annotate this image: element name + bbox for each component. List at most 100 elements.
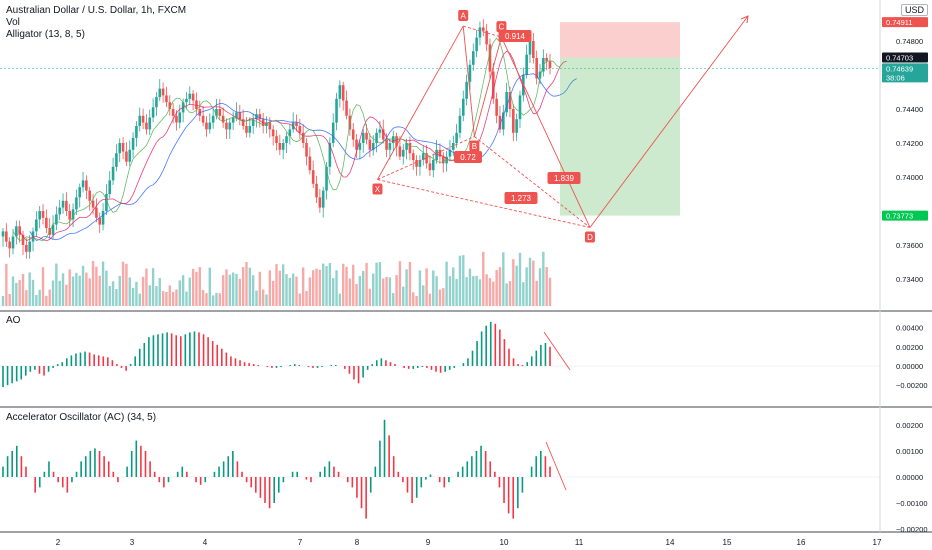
time-axis-tick: 14 bbox=[666, 538, 675, 547]
candle-body bbox=[548, 61, 552, 69]
volume-bar bbox=[315, 268, 318, 306]
alligator-lips bbox=[12, 37, 561, 242]
candle-body bbox=[178, 112, 182, 123]
volume-bar bbox=[78, 275, 81, 306]
pattern-diagonal-ac bbox=[463, 25, 502, 38]
volume-bar bbox=[295, 276, 298, 306]
ratio-label-box bbox=[454, 151, 482, 163]
volume-bar bbox=[448, 276, 452, 306]
candle-body bbox=[418, 160, 422, 167]
candle-body bbox=[11, 236, 15, 249]
candle-body bbox=[331, 122, 335, 143]
candle-body bbox=[125, 151, 128, 162]
time-axis-tick: 11 bbox=[575, 538, 584, 547]
volume-bar bbox=[31, 279, 35, 306]
candle-body bbox=[175, 115, 178, 123]
volume-bar bbox=[251, 275, 255, 306]
volume-bar bbox=[281, 264, 285, 306]
volume-bar bbox=[265, 294, 268, 306]
volume-bar bbox=[248, 267, 252, 306]
volume-bar bbox=[108, 286, 111, 306]
pattern-diagonal-xd bbox=[377, 179, 591, 228]
volume-bar bbox=[528, 257, 532, 306]
candle-body bbox=[58, 207, 62, 215]
pattern-diagonal-xb bbox=[377, 136, 475, 180]
volume-bar bbox=[308, 277, 312, 306]
volume-bar bbox=[438, 289, 442, 306]
volume-bar bbox=[35, 295, 38, 306]
candle-body bbox=[61, 200, 65, 208]
candle-body bbox=[401, 149, 405, 157]
candle-body bbox=[195, 100, 198, 109]
volume-bar bbox=[105, 270, 108, 306]
candle-body bbox=[355, 139, 358, 150]
volume-bar bbox=[335, 270, 338, 306]
volume-bar bbox=[38, 289, 41, 306]
candle-body bbox=[361, 132, 365, 143]
volume-bar bbox=[462, 255, 465, 306]
candle-body bbox=[135, 126, 138, 138]
volume-bar bbox=[208, 267, 211, 306]
volume-bar bbox=[445, 261, 448, 306]
candle-body bbox=[278, 143, 282, 150]
volume-bar bbox=[522, 282, 525, 306]
candle-body bbox=[211, 115, 215, 123]
time-axis-tick: 3 bbox=[130, 538, 135, 547]
volume-bar bbox=[468, 268, 472, 306]
candle-body bbox=[255, 114, 258, 120]
volume-bar bbox=[478, 279, 482, 306]
ac-axis-tick: 0.00200 bbox=[896, 421, 923, 430]
price-badge-label: 0.74703 bbox=[886, 53, 913, 62]
candle-body bbox=[478, 27, 482, 38]
candle-body bbox=[251, 119, 255, 126]
candle-body bbox=[512, 109, 515, 133]
volume-bar bbox=[532, 260, 535, 306]
volume-bar bbox=[8, 293, 11, 306]
price-badge-label: 0.74911 bbox=[886, 18, 913, 27]
volume-bar bbox=[241, 267, 245, 306]
candle-body bbox=[185, 98, 188, 103]
volume-bar bbox=[362, 270, 365, 306]
volume-bar bbox=[492, 281, 495, 306]
candle-body bbox=[35, 219, 38, 232]
currency-badge[interactable]: USD bbox=[900, 4, 928, 16]
volume-bar bbox=[235, 273, 238, 306]
ao-axis-tick: 0.00000 bbox=[896, 362, 923, 371]
volume-bar bbox=[205, 293, 208, 306]
volume-bar bbox=[255, 290, 258, 306]
pattern-point-label: X bbox=[375, 185, 381, 194]
volume-bar bbox=[408, 261, 412, 306]
volume-bar bbox=[285, 274, 288, 306]
volume-bar bbox=[398, 261, 402, 306]
volume-bar bbox=[215, 292, 218, 306]
ac-label: Accelerator Oscillator (AC) (34, 5) bbox=[6, 412, 157, 423]
volume-bar bbox=[428, 293, 432, 306]
volume-bar bbox=[1, 296, 5, 306]
volume-bar bbox=[81, 265, 85, 306]
time-axis-tick: 16 bbox=[797, 538, 806, 547]
price-badge bbox=[882, 72, 928, 83]
volume-bar bbox=[518, 252, 522, 306]
volume-bar bbox=[151, 268, 155, 306]
volume-bar bbox=[225, 269, 228, 306]
pattern-point-label: B bbox=[472, 142, 477, 151]
candle-body bbox=[285, 136, 288, 143]
volume-bar bbox=[148, 285, 151, 306]
volume-bar bbox=[495, 270, 498, 306]
volume-bar bbox=[358, 275, 362, 306]
volume-bar bbox=[141, 276, 145, 306]
volume-bar bbox=[372, 273, 375, 306]
price-axis-tick: 0.73600 bbox=[896, 241, 923, 250]
volume-bar bbox=[328, 262, 332, 306]
candle-body bbox=[532, 41, 535, 58]
candle-body bbox=[95, 207, 98, 218]
candle-body bbox=[55, 214, 58, 225]
candle-body bbox=[88, 190, 92, 201]
volume-bar bbox=[382, 278, 385, 306]
candle-body bbox=[405, 143, 408, 150]
price-axis-tick: 0.74000 bbox=[896, 173, 923, 182]
candle-body bbox=[388, 143, 392, 150]
volume-bar bbox=[288, 277, 292, 306]
candle-body bbox=[371, 143, 375, 150]
